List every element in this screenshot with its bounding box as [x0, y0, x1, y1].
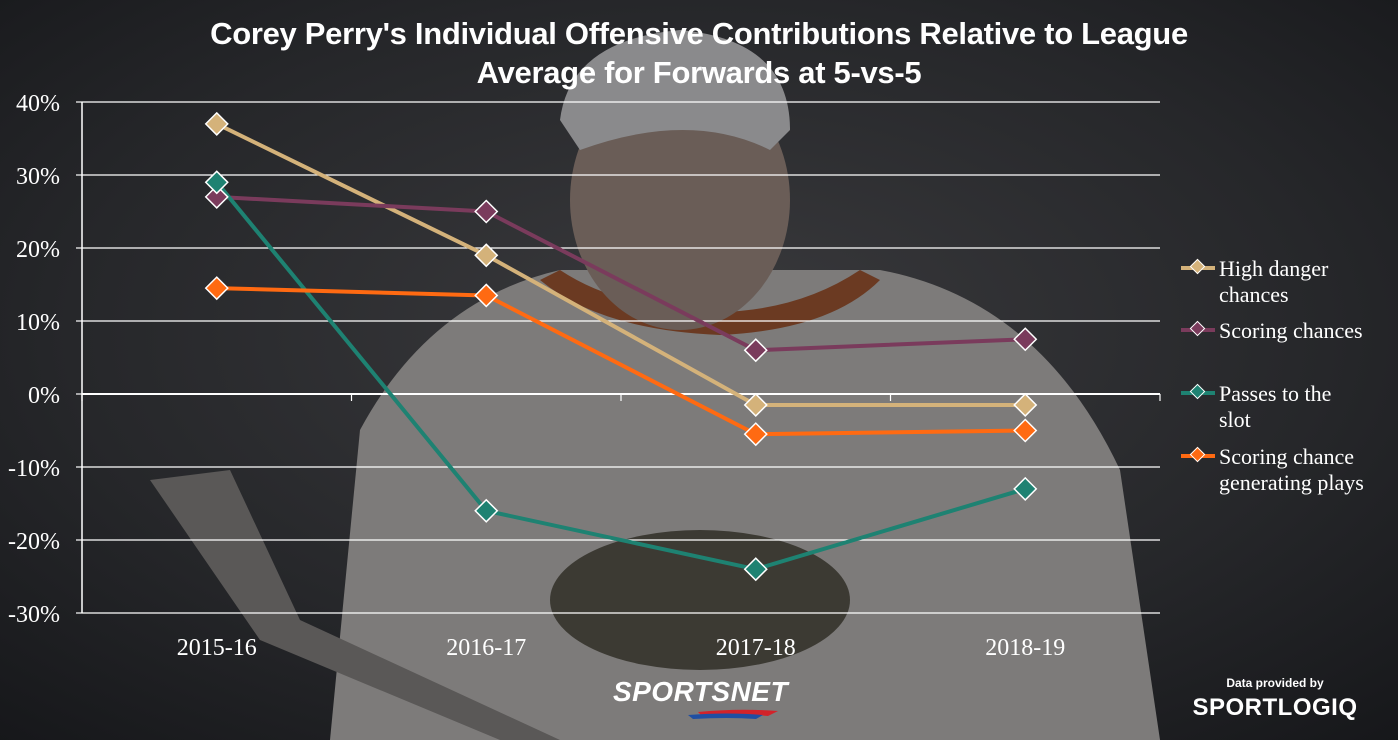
- series-0-point: [474, 243, 499, 268]
- y-tick-label: 10%: [16, 310, 60, 336]
- x-axis-tick-labels: 2015-16 2016-17 2017-18 2018-19: [177, 635, 1066, 661]
- y-tick-label: 0%: [28, 383, 60, 409]
- x-tick-label: 2018-19: [985, 635, 1065, 661]
- series-line-1: [216, 194, 1026, 353]
- sportsnet-wordmark: SPORTSNET: [612, 676, 789, 707]
- series-3-point: [743, 422, 768, 447]
- legend-label: Passes to the slot: [1219, 381, 1332, 432]
- series-line-0: [215, 122, 1026, 407]
- series-3-point: [474, 283, 499, 308]
- y-tick-label: 30%: [16, 164, 60, 190]
- series-1-point: [474, 199, 499, 224]
- series-line-2: [215, 181, 1026, 572]
- y-tick-label: 40%: [16, 91, 60, 117]
- y-tick-label: -10%: [8, 456, 60, 482]
- series-1-point: [743, 338, 768, 363]
- chart-title-line-1: Corey Perry's Individual Offensive Contr…: [210, 16, 1188, 51]
- legend-label: Scoring chance generating plays: [1219, 444, 1364, 495]
- series-1-point: [204, 184, 229, 209]
- series-0-point: [1013, 392, 1038, 418]
- series-2-point: [204, 170, 229, 195]
- axes: [76, 101, 1161, 614]
- x-tick-label: 2016-17: [446, 635, 526, 661]
- sportsnet-logo: SPORTSNET: [578, 676, 823, 719]
- x-tick-label: 2015-16: [177, 635, 257, 661]
- series-markers: [204, 111, 1038, 582]
- y-tick-label: -30%: [8, 602, 60, 628]
- series-2-point: [1013, 476, 1038, 501]
- legend-swatch: [1181, 320, 1215, 337]
- series-3-point: [1013, 418, 1038, 443]
- chart-title-line-2: Average for Forwards at 5-vs-5: [476, 55, 922, 90]
- series-1-point: [1013, 327, 1038, 352]
- grid-lines: [82, 101, 1160, 614]
- series-lines: [215, 122, 1026, 572]
- series-line-3: [216, 286, 1026, 437]
- y-axis-tick-labels: 40% 30% 20% 10% 0% -10% -20% -30%: [8, 91, 60, 628]
- series-2-point: [743, 557, 768, 582]
- y-tick-label: -20%: [8, 529, 60, 555]
- series-3-point: [204, 276, 229, 301]
- series-2-point: [474, 498, 499, 523]
- data-provided-by: Data provided by: [1226, 676, 1324, 690]
- sportsnet-swoosh-icon: [688, 709, 778, 719]
- legend-label: High danger chances: [1219, 256, 1329, 307]
- series-0-point: [204, 111, 229, 136]
- sportlogiq-logo: SPORTLOGIQ: [1192, 694, 1358, 721]
- y-tick-label: 20%: [16, 237, 60, 263]
- legend-swatch: [1181, 446, 1215, 463]
- series-0-point: [743, 392, 768, 418]
- legend-swatch: [1181, 258, 1215, 275]
- x-tick-label: 2017-18: [716, 635, 796, 661]
- legend-swatch: [1181, 383, 1215, 400]
- legend-label: Scoring chances: [1219, 318, 1363, 343]
